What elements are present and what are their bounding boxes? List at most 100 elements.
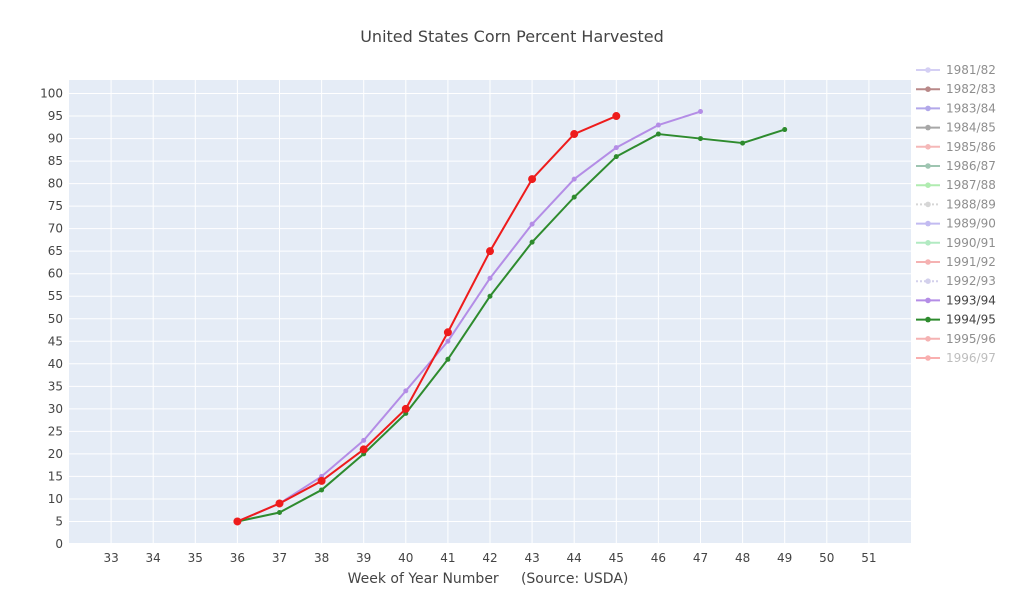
legend-label: 1982/83 xyxy=(946,82,996,96)
legend-label: 1994/95 xyxy=(946,313,996,327)
legend-item[interactable]: 1982/83 xyxy=(916,82,996,96)
data-point xyxy=(275,499,284,508)
x-tick-label: 39 xyxy=(356,551,371,565)
legend-swatch-marker xyxy=(925,105,931,112)
legend-swatch-marker xyxy=(925,144,931,150)
legend-swatch-marker xyxy=(925,220,931,227)
y-axis-ticks: 0 5 10 15 20 25 30 35 40 45 50 55 60 65 70 75 80 85 90 95 10… xyxy=(40,87,63,551)
legend-label: 1986/87 xyxy=(946,159,996,173)
legend-item[interactable]: 1981/82 xyxy=(916,63,996,77)
legend-label: 1990/91 xyxy=(946,236,996,250)
y-tick-label: 20 xyxy=(48,447,63,461)
data-point xyxy=(233,517,242,526)
legend-item[interactable]: 1984/85 xyxy=(916,121,996,135)
legend-label: 1983/84 xyxy=(946,101,996,115)
data-point xyxy=(698,109,703,115)
data-point xyxy=(317,476,326,485)
x-axis-ticks: 33 34 35 36 37 38 39 40 41 42 43 44 45 46 47 48 49 50 51 xyxy=(103,551,876,565)
legend-swatch-marker xyxy=(925,182,931,188)
data-point xyxy=(443,328,452,337)
gridlines xyxy=(69,80,911,545)
series-lines xyxy=(233,109,788,526)
legend-item[interactable]: 1990/91 xyxy=(916,236,996,250)
y-tick-label: 45 xyxy=(48,334,63,348)
legend-swatch-marker xyxy=(925,278,931,285)
legend-item[interactable]: 1996/97 xyxy=(916,351,996,365)
y-tick-label: 60 xyxy=(48,267,63,281)
data-point xyxy=(655,131,661,137)
legend-item[interactable]: 1991/92 xyxy=(916,255,996,269)
legend-label: 1991/92 xyxy=(946,255,996,269)
y-tick-label: 70 xyxy=(48,222,63,236)
y-tick-label: 10 xyxy=(48,492,63,506)
legend-item[interactable]: 1989/90 xyxy=(916,217,996,231)
data-point xyxy=(571,194,577,200)
data-point xyxy=(613,145,619,151)
data-point xyxy=(571,176,577,182)
x-tick-label: 40 xyxy=(398,551,413,565)
data-point xyxy=(487,293,493,299)
legend-item[interactable]: 1992/93 xyxy=(916,274,996,288)
series-1994-95 xyxy=(234,127,788,524)
series-line xyxy=(237,128,786,523)
data-point xyxy=(487,275,493,281)
series-line xyxy=(237,110,701,523)
series-1996-97 xyxy=(233,112,621,526)
x-tick-label: 46 xyxy=(651,551,666,565)
data-point xyxy=(698,136,703,142)
y-tick-label: 25 xyxy=(48,424,63,438)
data-point xyxy=(486,247,494,256)
legend-label: 1988/89 xyxy=(946,197,996,211)
x-tick-label: 45 xyxy=(609,551,624,565)
legend-swatch-marker xyxy=(925,316,931,323)
legend-swatch-marker xyxy=(925,163,931,169)
legend-label: 1987/88 xyxy=(946,178,996,192)
legend-label: 1996/97 xyxy=(946,351,996,365)
y-tick-label: 80 xyxy=(48,177,63,191)
legend-swatch-marker xyxy=(925,67,931,73)
x-tick-label: 44 xyxy=(567,551,582,565)
data-point xyxy=(359,445,368,454)
legend-item[interactable]: 1988/89 xyxy=(916,197,996,211)
legend-item[interactable]: 1994/95 xyxy=(916,313,996,327)
legend-item[interactable]: 1986/87 xyxy=(916,159,996,173)
data-point xyxy=(403,388,409,394)
legend-swatch-marker xyxy=(925,240,931,246)
x-tick-label: 37 xyxy=(272,551,287,565)
data-point xyxy=(401,404,410,413)
data-point xyxy=(529,221,535,227)
legend-item[interactable]: 1987/88 xyxy=(916,178,996,192)
data-point xyxy=(655,122,661,128)
y-tick-label: 50 xyxy=(48,312,63,326)
chart-title: United States Corn Percent Harvested xyxy=(360,27,664,46)
data-point xyxy=(529,239,535,245)
y-tick-label: 35 xyxy=(48,379,63,393)
legend-item[interactable]: 1995/96 xyxy=(916,332,996,346)
legend-label: 1984/85 xyxy=(946,121,996,135)
legend-item[interactable]: 1983/84 xyxy=(916,101,996,115)
legend-label: 1981/82 xyxy=(946,63,996,77)
data-point xyxy=(277,509,282,515)
data-point xyxy=(361,437,367,443)
x-tick-label: 34 xyxy=(146,551,161,565)
legend-swatch-marker xyxy=(925,259,931,265)
data-point xyxy=(613,154,619,160)
data-point xyxy=(740,140,746,146)
x-tick-label: 41 xyxy=(440,551,455,565)
x-tick-label: 48 xyxy=(735,551,750,565)
x-tick-label: 49 xyxy=(777,551,792,565)
x-tick-label: 35 xyxy=(188,551,203,565)
x-axis-title: Week of Year Number (Source: USDA) xyxy=(348,571,629,587)
legend-label: 1992/93 xyxy=(946,274,996,288)
legend-label: 1995/96 xyxy=(946,332,996,346)
data-point xyxy=(319,487,325,493)
y-tick-label: 30 xyxy=(48,402,63,416)
y-tick-label: 100 xyxy=(40,87,63,101)
legend-label: 1985/86 xyxy=(946,140,996,154)
legend[interactable]: 1981/82 1982/83 1983/84 1984/85 1985/86 1986/… xyxy=(916,63,996,365)
legend-item[interactable]: 1985/86 xyxy=(916,140,996,154)
legend-item[interactable]: 1993/94 xyxy=(916,293,996,307)
x-tick-label: 50 xyxy=(819,551,834,565)
y-tick-label: 90 xyxy=(48,132,63,146)
legend-swatch-marker xyxy=(925,355,931,361)
